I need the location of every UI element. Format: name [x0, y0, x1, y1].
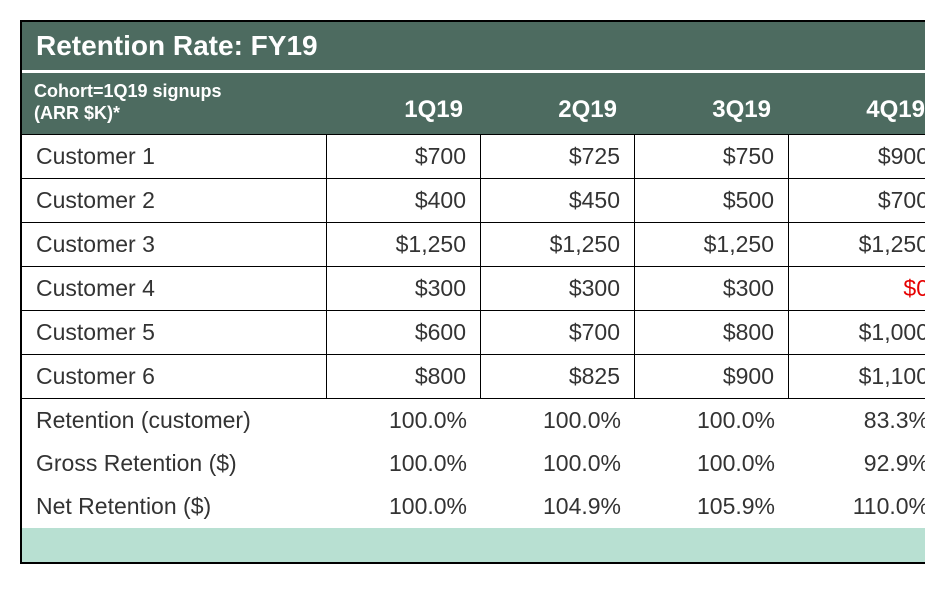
row-value: $825 — [481, 354, 635, 398]
summary-value: 100.0% — [635, 442, 789, 485]
row-value: $1,000 — [789, 310, 925, 354]
summary-value: 92.9% — [789, 442, 925, 485]
table-row: Customer 4$300$300$300$0 — [22, 266, 925, 310]
row-value: $600 — [327, 310, 481, 354]
summary-value: 83.3% — [789, 398, 925, 442]
row-value: $700 — [327, 134, 481, 178]
row-value: $700 — [481, 310, 635, 354]
footer-band — [22, 528, 925, 562]
summary-value: 110.0% — [789, 485, 925, 528]
retention-table: Retention Rate: FY19 Cohort=1Q19 signups… — [20, 20, 925, 564]
summary-value: 100.0% — [327, 442, 481, 485]
row-value: $500 — [635, 178, 789, 222]
cohort-label-line1: Cohort=1Q19 signups — [34, 81, 315, 103]
table-title: Retention Rate: FY19 — [22, 22, 925, 73]
col-header-0: 1Q19 — [327, 73, 481, 134]
row-value: $900 — [635, 354, 789, 398]
table-row: Customer 1$700$725$750$900 — [22, 134, 925, 178]
row-value: $800 — [327, 354, 481, 398]
row-value: $300 — [327, 266, 481, 310]
summary-row: Net Retention ($)100.0%104.9%105.9%110.0… — [22, 485, 925, 528]
row-value: $900 — [789, 134, 925, 178]
row-value: $300 — [481, 266, 635, 310]
row-value: $725 — [481, 134, 635, 178]
summary-rows: Retention (customer)100.0%100.0%100.0%83… — [22, 398, 925, 528]
summary-value: 100.0% — [481, 442, 635, 485]
summary-value: 100.0% — [481, 398, 635, 442]
summary-label: Retention (customer) — [22, 398, 327, 442]
summary-value: 104.9% — [481, 485, 635, 528]
summary-value: 100.0% — [635, 398, 789, 442]
row-value: $700 — [789, 178, 925, 222]
summary-row: Gross Retention ($)100.0%100.0%100.0%92.… — [22, 442, 925, 485]
row-value: $450 — [481, 178, 635, 222]
summary-value: 105.9% — [635, 485, 789, 528]
table-row: Customer 6$800$825$900$1,100 — [22, 354, 925, 398]
row-label: Customer 6 — [22, 354, 327, 398]
table-row: Customer 3$1,250$1,250$1,250$1,250 — [22, 222, 925, 266]
row-label: Customer 1 — [22, 134, 327, 178]
table-row: Customer 5$600$700$800$1,000 — [22, 310, 925, 354]
table-row: Customer 2$400$450$500$700 — [22, 178, 925, 222]
cohort-label-line2: (ARR $K)* — [34, 103, 315, 125]
row-value: $750 — [635, 134, 789, 178]
summary-value: 100.0% — [327, 485, 481, 528]
col-header-2: 3Q19 — [635, 73, 789, 134]
row-value: $800 — [635, 310, 789, 354]
row-value: $300 — [635, 266, 789, 310]
row-label: Customer 5 — [22, 310, 327, 354]
row-value: $1,250 — [481, 222, 635, 266]
row-label: Customer 2 — [22, 178, 327, 222]
row-label: Customer 3 — [22, 222, 327, 266]
row-label: Customer 4 — [22, 266, 327, 310]
table-header-row: Cohort=1Q19 signups (ARR $K)* 1Q19 2Q19 … — [22, 73, 925, 134]
summary-value: 100.0% — [327, 398, 481, 442]
cohort-label: Cohort=1Q19 signups (ARR $K)* — [22, 73, 327, 134]
col-header-3: 4Q19 — [789, 73, 925, 134]
row-value: $1,100 — [789, 354, 925, 398]
row-value: $1,250 — [635, 222, 789, 266]
row-value: $400 — [327, 178, 481, 222]
row-value: $0 — [789, 266, 925, 310]
summary-row: Retention (customer)100.0%100.0%100.0%83… — [22, 398, 925, 442]
row-value: $1,250 — [789, 222, 925, 266]
row-value: $1,250 — [327, 222, 481, 266]
summary-label: Gross Retention ($) — [22, 442, 327, 485]
summary-label: Net Retention ($) — [22, 485, 327, 528]
customer-rows: Customer 1$700$725$750$900Customer 2$400… — [22, 134, 925, 398]
col-header-1: 2Q19 — [481, 73, 635, 134]
